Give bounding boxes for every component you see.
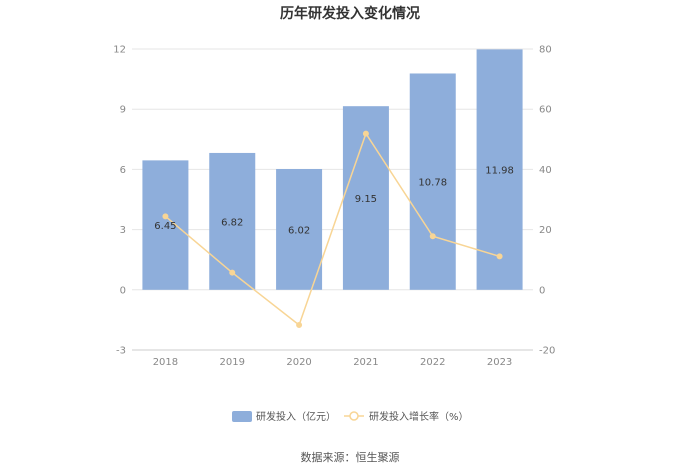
x-tick-label: 2019	[220, 357, 245, 368]
bar	[276, 168, 323, 290]
bar-data-labels: 6.45 6.82 6.02 9.15 10.78 11.98	[154, 166, 514, 237]
bar-data-label: 11.98	[485, 166, 514, 177]
legend-line-marker	[349, 411, 359, 421]
legend-bar-label: 研发投入（亿元）	[256, 410, 336, 423]
bar-data-label: 6.02	[288, 225, 310, 236]
growth-rate-point	[429, 233, 436, 240]
x-tick-label: 2020	[286, 357, 311, 368]
y-left-tick-label: 12	[113, 45, 126, 56]
bar-data-label: 6.82	[221, 217, 243, 228]
bar-data-label: 6.45	[154, 221, 176, 232]
legend-line-label: 研发投入增长率（%）	[369, 410, 469, 423]
y-left-tick-label: 6	[120, 165, 126, 176]
bar	[409, 73, 456, 290]
y-right-tick-label: 60	[539, 105, 552, 116]
y-right-tick-label: 80	[539, 45, 552, 56]
y-left-tick-label: 3	[120, 225, 126, 236]
y-left-tick-label: 9	[120, 105, 126, 116]
grid-lines	[132, 48, 533, 351]
chart-title: 历年研发投入变化情况	[280, 5, 420, 22]
bar	[342, 106, 389, 290]
y-right-tick-label: 40	[539, 165, 552, 176]
growth-rate-point	[496, 253, 503, 260]
y-right-tick-label: 20	[539, 225, 552, 236]
bar	[142, 160, 189, 290]
y-left-tick-label: 0	[120, 285, 126, 296]
x-tick-label: 2021	[353, 357, 378, 368]
bar	[476, 49, 523, 290]
y-right-tick-label: -20	[539, 346, 555, 357]
legend-bar-swatch	[232, 411, 252, 422]
growth-rate-point	[296, 322, 303, 329]
bar-data-label: 10.78	[418, 178, 447, 189]
bar	[209, 152, 256, 290]
growth-rate-point	[162, 213, 169, 220]
bar-data-label: 9.15	[355, 194, 377, 205]
x-tick-label: 2023	[487, 357, 512, 368]
data-source: 数据来源：恒生聚源	[301, 450, 400, 464]
legend: 研发投入（亿元） 研发投入增长率（%）	[232, 410, 469, 423]
growth-rate-point	[362, 130, 369, 137]
line-series	[162, 130, 503, 329]
axes: -3 0 3 6 9 12 -20 0 20 40 60 80 2018 2019 2020 2021 2022…	[113, 45, 555, 369]
y-right-tick-label: 0	[539, 285, 545, 296]
y-left-tick-label: -3	[116, 346, 126, 357]
x-tick-label: 2022	[420, 357, 445, 368]
x-tick-label: 2018	[153, 357, 178, 368]
growth-rate-point	[229, 269, 236, 276]
growth-rate-line	[164, 131, 500, 327]
bar-series	[142, 49, 523, 290]
